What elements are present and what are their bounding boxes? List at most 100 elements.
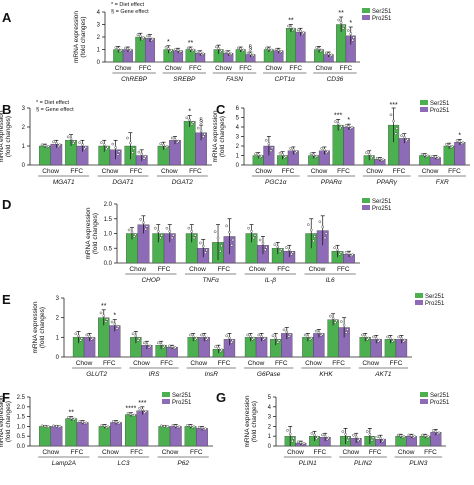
panel-f-group-label: FFC [130, 449, 143, 456]
panel-b: B 0 1 2 3 mRNA expression (fold changes) Chow FF… [0, 100, 212, 186]
panel-g-legend-label: Ser251 [430, 393, 450, 399]
panel-a-group-label: Chow [215, 65, 232, 72]
panel-e-data-point [277, 339, 281, 342]
panel-c-group-label: Chow [366, 168, 383, 175]
panel-a-y-tick-label: 1 [97, 48, 101, 54]
panel-e-data-point [361, 333, 364, 337]
panel-e-data-point [246, 333, 250, 337]
panel-f-data-point [118, 421, 121, 425]
panel-a-legend-swatch-ser251 [362, 8, 370, 13]
panel-d-data-point [132, 235, 136, 238]
panel-f-data-point [52, 424, 55, 428]
panel-c-y-tick-label: 4 [236, 125, 240, 131]
panel-b-data-point [143, 155, 147, 158]
panel-a-data-point [292, 27, 296, 31]
panel-d-data-point [228, 230, 231, 234]
panel-e-data-point [331, 316, 335, 320]
panel-e-group-label: FFC [160, 360, 173, 367]
panel-g-data-point [371, 436, 375, 440]
panel-a-data-point [302, 31, 305, 35]
panel-c-gene-label: PGC1α [265, 179, 287, 186]
panel-c-data-point [434, 155, 437, 159]
panel-a-data-point [126, 47, 130, 51]
panel-b-gene-label: DGAT2 [172, 179, 194, 186]
panel-e-data-point [77, 334, 80, 338]
panel-b-group-label: Chow [102, 168, 119, 175]
panel-a-data-point [116, 47, 120, 51]
panel-e-gene-label: GLUT2 [86, 371, 107, 378]
panel-f-group-label: Chow [102, 449, 119, 456]
panel-g-legend-swatch-ser251 [420, 392, 428, 397]
panel-c-data-point [289, 147, 292, 150]
panel-a-data-point [229, 52, 233, 56]
panel-d-group-label: FFC [337, 266, 350, 273]
panel-a-significance-mark: § [248, 45, 252, 52]
panel-c-data-point [326, 150, 329, 153]
panel-g-data-point [286, 429, 289, 432]
panel-d-data-point [190, 230, 194, 233]
panel-c-significance-mark: * [347, 117, 350, 124]
panel-a-legend-swatch-pro251 [362, 15, 370, 20]
panel-b-data-point [78, 141, 81, 144]
panel-c-gene-label: PPARγ [377, 179, 398, 186]
panel-e-y-label: (fold changes) [39, 307, 46, 348]
panel-g-data-point [437, 431, 441, 435]
panel-a-data-point [351, 38, 355, 42]
panel-e-letter: E [2, 292, 11, 307]
panel-c-group-label: FFC [337, 168, 350, 175]
panel-d-data-point [252, 236, 256, 240]
panel-f-data-point [100, 423, 104, 427]
panel-a-data-point [129, 48, 133, 52]
panel-d-data-point [276, 245, 280, 249]
panel-g-data-point [396, 433, 400, 437]
panel-e-data-point [202, 335, 206, 338]
panel-g-data-point [376, 435, 380, 439]
panel-a-y-label: mRNA expression [73, 11, 80, 63]
panel-g-data-point [421, 433, 424, 437]
panel-g-gene-label: PLIN3 [409, 460, 427, 467]
panel-d-data-point [230, 243, 234, 247]
panel-d-data-point [199, 241, 202, 245]
panel-b-data-point [55, 141, 58, 145]
panel-c-data-point [267, 142, 271, 146]
panel-a-data-point [167, 47, 170, 50]
panel-g-data-point [402, 435, 406, 438]
panel-e-y-tick-label: 2 [56, 316, 60, 322]
panel-a-y-tick-label: 4 [97, 10, 101, 16]
panel-b-data-point [117, 150, 121, 153]
panel-e-data-point [288, 333, 292, 336]
panel-b-footnote-diet: * = Diet effect [36, 100, 70, 106]
panel-d-data-point [225, 224, 228, 228]
panel-d-group-label: Chow [189, 266, 206, 273]
panel-c-data-point [350, 126, 354, 129]
panel-a-data-point [139, 34, 142, 38]
panel-f-data-point [67, 416, 70, 419]
panel-c-data-point [256, 153, 260, 157]
panel-e-data-point [340, 320, 343, 323]
panel-b-data-point [66, 135, 70, 139]
panel-a-data-point [246, 51, 250, 55]
panel-a-data-point [342, 24, 346, 28]
panel-e-data-point [249, 335, 252, 338]
panel-a-gene-label: CPT1α [275, 76, 296, 83]
panel-f-data-point [204, 427, 207, 431]
panel-a-data-point [201, 52, 205, 56]
panel-f-bar-ser251 [98, 426, 111, 447]
panel-g-y-label: (fold changes) [251, 401, 258, 442]
panel-d-data-point [250, 230, 253, 233]
panel-a-group-label: Chow [316, 65, 333, 72]
panel-g-data-point [368, 433, 372, 436]
panel-e-gene-label: InsR [205, 371, 219, 378]
panel-g-legend-swatch-pro251 [420, 399, 428, 404]
panel-d-data-point [323, 236, 327, 240]
panel-a-data-point [337, 18, 341, 22]
panel-e-data-point [345, 331, 348, 334]
panel-g-data-point [302, 442, 306, 445]
panel-e-y-tick-label: 3 [56, 296, 60, 302]
panel-d-group-label: FFC [277, 266, 290, 273]
panel-c-y-tick-label: 6 [236, 106, 240, 112]
panel-d-data-point [265, 245, 268, 249]
panel-e-significance-mark: * [113, 313, 116, 320]
panel-b-data-point [73, 140, 76, 143]
